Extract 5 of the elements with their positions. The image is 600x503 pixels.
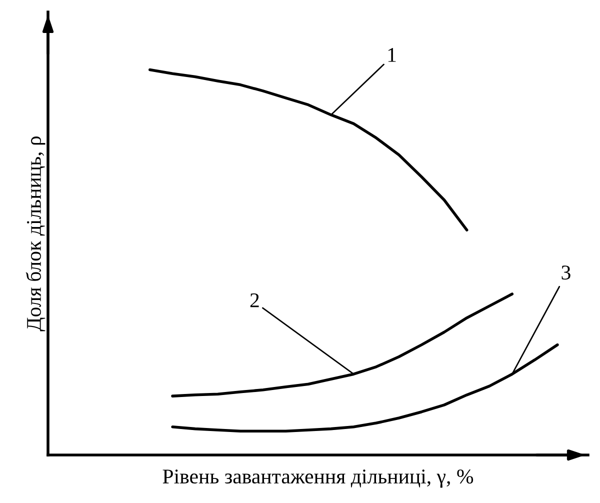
annotation: 3 [562,266,570,280]
x-axis-title: Рівень завантаження дільниці, γ, % [162,469,474,488]
y-axis-title: Доля блок дільниць, ρ [26,136,46,332]
annotation: 2 [250,293,259,308]
text: 1 [388,48,396,62]
